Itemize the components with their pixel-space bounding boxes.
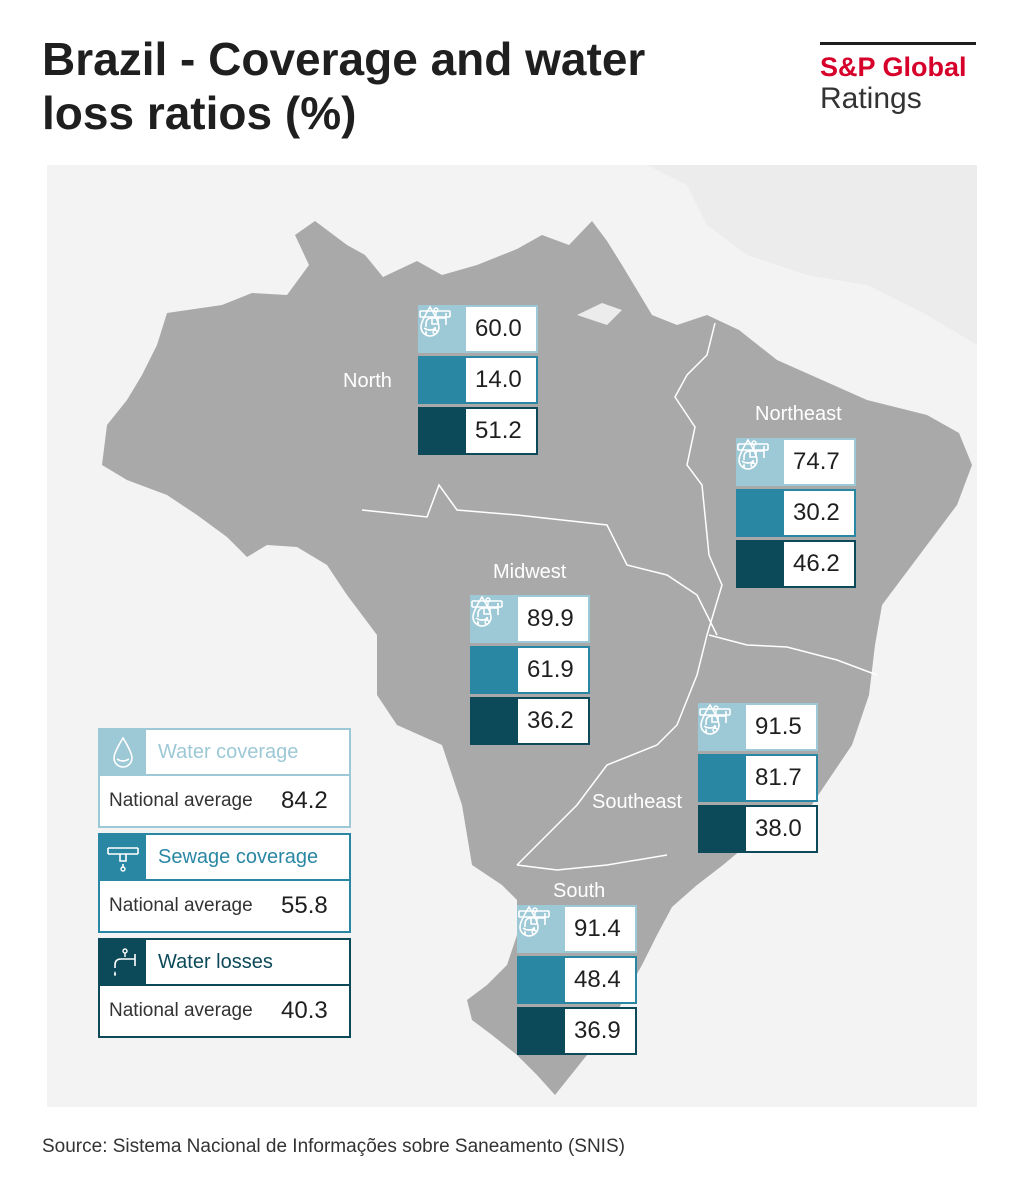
region-label-northeast: Northeast [755, 403, 842, 425]
legend-water-coverage: Water coverage National average 84.2 [98, 728, 351, 828]
dripping-tap-icon [700, 705, 746, 851]
region-stack-midwest: 89.9 61.9 36.2 [470, 595, 590, 748]
logo-rule [820, 42, 976, 45]
water-loss-value: 36.9 [565, 1009, 635, 1053]
water-loss-row: 36.2 [470, 597, 590, 745]
region-label-south: South [553, 880, 606, 902]
sewage-coverage-row: 81.7 [698, 708, 818, 802]
legend-label: Water coverage [158, 740, 299, 763]
water-loss-value: 46.2 [784, 542, 854, 586]
dripping-tap-icon [472, 597, 518, 743]
sewage-coverage-value: 14.0 [466, 358, 536, 402]
water-coverage-value: 60.0 [466, 307, 536, 351]
sewage-pipe-icon [699, 708, 746, 800]
north-midwest-border [361, 483, 718, 636]
legend-label: Sewage coverage [158, 845, 319, 868]
region-label-southeast: Southeast [592, 791, 683, 813]
sewage-coverage-row: 61.9 [470, 600, 590, 694]
sewage-pipe-icon [419, 310, 466, 402]
sewage-coverage-value: 30.2 [784, 491, 854, 535]
national-average-label: National average [109, 1000, 253, 1021]
dripping-tap-icon [100, 940, 146, 984]
northeast-southeast-border [708, 634, 878, 676]
sewage-coverage-row: 30.2 [736, 443, 856, 537]
water-loss-value: 51.2 [466, 409, 536, 453]
legend-water-losses: Water losses National average 40.3 [98, 938, 351, 1038]
legend-header: Water losses [98, 938, 351, 986]
north-northeast-border [674, 322, 716, 556]
dripping-tap-icon [420, 307, 466, 453]
water-coverage-value: 91.4 [565, 907, 635, 951]
legend-sewage-coverage: Sewage coverage National average 55.8 [98, 833, 351, 933]
dripping-tap-icon [738, 440, 784, 586]
water-coverage-row: 91.5 [698, 703, 818, 751]
water-coverage-value: 89.9 [518, 597, 588, 641]
region-label-midwest: Midwest [493, 561, 567, 583]
national-average-label: National average [109, 790, 253, 811]
national-average-value: 40.3 [281, 997, 328, 1024]
water-loss-value: 38.0 [746, 807, 816, 851]
national-average-value: 55.8 [281, 892, 328, 919]
sewage-pipe-icon [518, 910, 565, 1002]
region-stack-south: 91.4 48.4 36.9 [517, 905, 637, 1058]
map-area: North Northeast Midwest Southeast South … [47, 165, 977, 1107]
region-stack-north: 60.0 14.0 51.2 [418, 305, 538, 458]
water-drop-icon [738, 438, 784, 484]
water-coverage-row: 89.9 [470, 595, 590, 643]
region-stack-northeast: 74.7 30.2 46.2 [736, 438, 856, 591]
sp-global-logo: S&P Global Ratings [820, 42, 976, 117]
water-coverage-value: 74.7 [784, 440, 854, 484]
legend-national-average: National average 84.2 [98, 776, 351, 828]
water-coverage-row: 91.4 [517, 905, 637, 953]
logo-ratings-text: Ratings [820, 82, 922, 115]
region-label-north: North [343, 370, 392, 392]
water-loss-value: 36.2 [518, 699, 588, 743]
logo-brand-text: S&P Global [820, 52, 967, 82]
sewage-pipe-icon [100, 835, 146, 879]
water-drop-icon [519, 905, 565, 951]
legend-header: Water coverage [98, 728, 351, 776]
amazon-delta [577, 303, 622, 325]
neighbor-land [47, 165, 977, 345]
dripping-tap-icon [519, 907, 565, 1053]
water-loss-row: 36.9 [517, 907, 637, 1055]
region-stack-southeast: 91.5 81.7 38.0 [698, 703, 818, 856]
water-drop-icon [472, 595, 518, 641]
water-coverage-row: 74.7 [736, 438, 856, 486]
legend-header: Sewage coverage [98, 833, 351, 881]
water-coverage-value: 91.5 [746, 705, 816, 749]
water-drop-icon [100, 730, 146, 774]
water-coverage-row: 60.0 [418, 305, 538, 353]
water-loss-row: 46.2 [736, 440, 856, 588]
sewage-pipe-icon [471, 600, 518, 692]
southeast-south-border [516, 854, 668, 871]
sewage-coverage-value: 48.4 [565, 958, 635, 1002]
source-note: Source: Sistema Nacional de Informações … [42, 1136, 625, 1157]
sewage-coverage-row: 14.0 [418, 310, 538, 404]
sewage-coverage-value: 61.9 [518, 648, 588, 692]
sewage-coverage-value: 81.7 [746, 756, 816, 800]
midwest-east-border [516, 554, 723, 866]
legend-label: Water losses [158, 950, 273, 973]
national-average-label: National average [109, 895, 253, 916]
legend-national-average: National average 55.8 [98, 881, 351, 933]
sewage-coverage-row: 48.4 [517, 910, 637, 1004]
water-loss-row: 51.2 [418, 307, 538, 455]
sewage-pipe-icon [737, 443, 784, 535]
water-loss-row: 38.0 [698, 705, 818, 853]
chart-title: Brazil - Coverage and water loss ratios … [42, 33, 646, 139]
national-average-value: 84.2 [281, 787, 328, 814]
legend-national-average: National average 40.3 [98, 986, 351, 1038]
